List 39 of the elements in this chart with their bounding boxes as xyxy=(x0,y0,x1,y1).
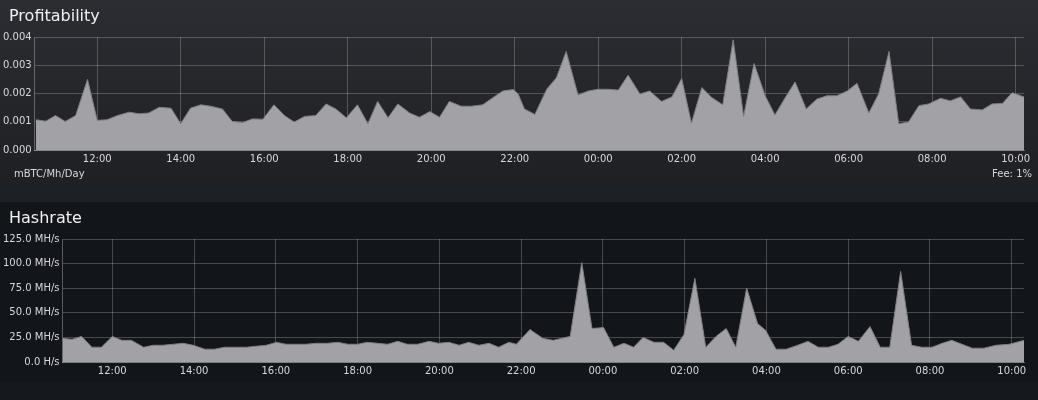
x-tick-label: 06:00 xyxy=(833,364,863,376)
text: Fee: 1% xyxy=(992,168,1032,179)
x-tick-label: 00:00 xyxy=(583,152,613,164)
y-tick-label: 0.003 xyxy=(2,58,32,70)
x-tick-label: 02:00 xyxy=(667,152,697,164)
y-tick-label: 75.0 MH/s xyxy=(9,281,60,293)
chart-title: Profitability xyxy=(8,6,101,27)
x-tick-label: 16:00 xyxy=(261,364,291,376)
x-tick-label: 12:00 xyxy=(97,364,127,376)
x-tick-label: 10:00 xyxy=(997,364,1027,376)
x-tick-label: 04:00 xyxy=(752,364,781,376)
x-tick-label: 04:00 xyxy=(750,152,780,164)
x-tick-label: 10:00 xyxy=(1001,152,1031,164)
x-tick-label: 20:00 xyxy=(424,364,454,376)
y-tick-label: 0.000 xyxy=(2,143,32,155)
x-tick-label: 02:00 xyxy=(670,364,700,376)
x-tick-label: 22:00 xyxy=(506,364,536,376)
x-tick-label: 18:00 xyxy=(343,364,372,376)
y-tick-label: 0.001 xyxy=(2,115,32,127)
y-tick-label: 50.0 MH/s xyxy=(9,306,60,318)
y-tick-label: 0.004 xyxy=(2,30,32,42)
x-tick-label: 00:00 xyxy=(588,364,618,376)
x-tick-label: 12:00 xyxy=(82,152,112,164)
y-axis-title: mBTC/Mh/Day xyxy=(14,168,85,181)
y-tick-label: 0.002 xyxy=(2,87,32,99)
x-tick-label: 22:00 xyxy=(500,152,530,164)
x-tick-label: 08:00 xyxy=(917,152,947,164)
x-tick-label: 06:00 xyxy=(834,152,864,164)
x-tick-label: 16:00 xyxy=(249,152,279,164)
y-tick-label: 0.0 H/s xyxy=(24,355,60,367)
x-tick-label: 14:00 xyxy=(179,364,209,376)
y-tick-label: 125.0 MH/s xyxy=(2,232,60,244)
y-tick-label: 100.0 MH/s xyxy=(2,257,60,269)
chart-title: Hashrate xyxy=(8,208,83,229)
x-tick-label: 14:00 xyxy=(166,152,196,164)
x-tick-label: 18:00 xyxy=(333,152,363,164)
y-tick-label: 25.0 MH/s xyxy=(9,330,60,342)
x-tick-label: 08:00 xyxy=(915,364,945,376)
x-tick-label: 20:00 xyxy=(416,152,446,164)
